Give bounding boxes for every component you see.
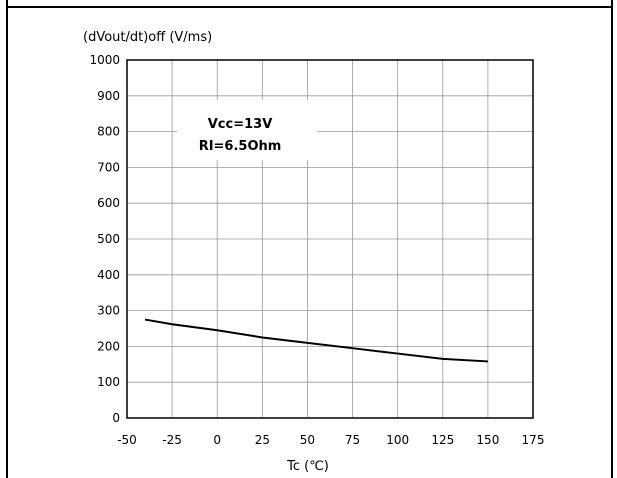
- y-tick-label: 0: [112, 411, 120, 425]
- y-tick-label: 700: [97, 160, 120, 174]
- x-tick-label: 125: [431, 433, 454, 447]
- x-tick-labels: -50 -25 0 25 50 75 100 125 150 175: [117, 433, 544, 447]
- annotation-vcc: Vcc=13V: [208, 117, 273, 132]
- x-tick-label: -25: [162, 433, 182, 447]
- x-tick-label: 0: [213, 433, 221, 447]
- frame-right-border: [611, 0, 613, 478]
- x-tick-label: 75: [345, 433, 360, 447]
- frame-left-border: [6, 0, 8, 478]
- x-axis-title: Tc (℃): [286, 459, 329, 474]
- x-tick-label: 175: [522, 433, 545, 447]
- x-tick-label: 150: [476, 433, 499, 447]
- y-axis-title: (dVout/dt)off (V/ms): [83, 30, 212, 45]
- annotation-box: [177, 100, 317, 160]
- x-tick-label: 100: [386, 433, 409, 447]
- plot-border: [126, 59, 534, 419]
- y-tick-label: 400: [97, 268, 120, 282]
- x-tick-label: 25: [255, 433, 270, 447]
- y-tick-label: 600: [97, 196, 120, 210]
- y-tick-label: 800: [97, 125, 120, 139]
- y-tick-label: 200: [97, 339, 120, 353]
- y-tick-label: 100: [97, 375, 120, 389]
- y-tick-label: 300: [97, 304, 120, 318]
- series-line: [144, 318, 488, 363]
- annotation-rl: RI=6.5Ohm: [199, 139, 282, 154]
- y-tick-label: 1000: [89, 53, 120, 67]
- x-tick-label: -50: [117, 433, 137, 447]
- frame-top-border: [6, 6, 613, 8]
- y-tick-label: 900: [97, 89, 120, 103]
- x-tick-label: 50: [300, 433, 315, 447]
- series-layer: [144, 318, 488, 363]
- y-tick-label: 500: [97, 232, 120, 246]
